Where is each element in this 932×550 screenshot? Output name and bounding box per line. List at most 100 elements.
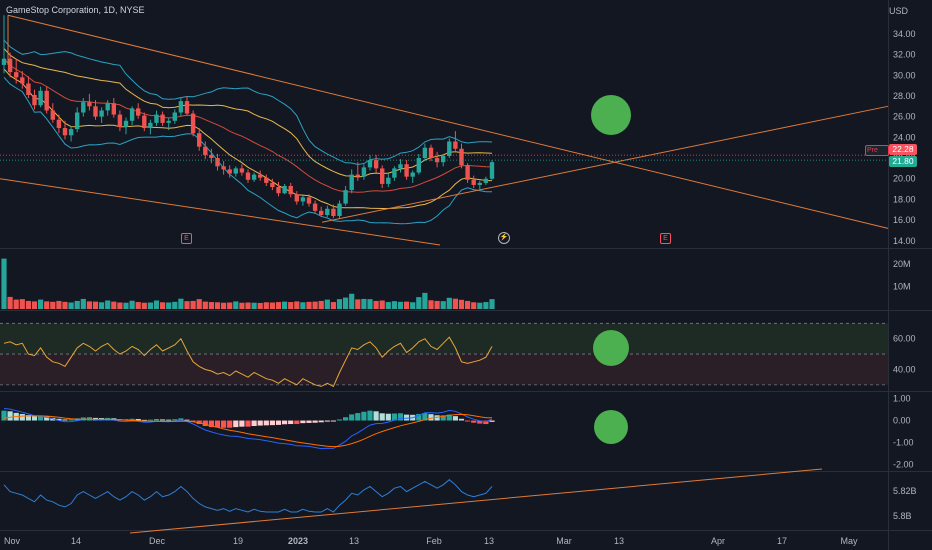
macd-tick-label: -2.00 (893, 459, 914, 469)
candle-body (56, 119, 62, 129)
volume-tick-label: 10M (893, 282, 911, 292)
macd-histogram-bar (239, 420, 245, 427)
keltner-lower (3, 68, 493, 209)
candle-body (367, 160, 373, 168)
macd-tick-label: 1.00 (893, 394, 911, 404)
candlestick-series[interactable] (1, 15, 495, 219)
volume-bar (227, 302, 233, 309)
candle-body (349, 174, 354, 191)
candle-body (459, 148, 464, 166)
volume-bar (391, 301, 397, 309)
candle-body (282, 185, 287, 194)
earnings-marker[interactable]: E (660, 233, 671, 244)
volume-bar (251, 302, 257, 309)
macd-histogram-bar (294, 420, 300, 425)
symbol-title[interactable]: GameStop Corporation, 1D, NYSE (6, 5, 145, 15)
candle-body (75, 112, 80, 130)
candle-body (38, 90, 43, 106)
volume-bar (245, 302, 251, 309)
candle-body (215, 158, 220, 167)
volume-bar (74, 300, 80, 309)
premarket-label: Pre (865, 145, 889, 156)
candle-body (453, 141, 458, 149)
candle-body (471, 179, 476, 185)
macd-histogram-bar (324, 420, 330, 422)
green-circle-marker (591, 95, 631, 135)
candle-body (197, 133, 202, 147)
price-tick-label: 20.00 (893, 174, 916, 184)
earnings-marker[interactable]: E (181, 233, 192, 244)
time-tick-label: 13 (614, 536, 624, 546)
macd-histogram-bar (245, 420, 251, 427)
macd-histogram-bar (434, 415, 440, 421)
volume-bar (257, 302, 263, 309)
volume-bar (416, 297, 422, 309)
macd-histogram-bar (257, 420, 263, 426)
rsi-line (3, 336, 493, 388)
candle-body (233, 168, 238, 174)
marker-circles[interactable] (591, 95, 631, 444)
volume-bar (190, 300, 196, 309)
macd-histogram-bar (458, 418, 465, 421)
obv-tick-label: 5.82B (893, 486, 917, 496)
macd-histogram-bar (282, 420, 288, 425)
volume-bar (7, 296, 13, 309)
volume-bar (489, 299, 495, 309)
obv-pane (3, 468, 823, 534)
macd-histogram-bar (160, 419, 166, 421)
candle-body (398, 164, 403, 169)
candle-body (117, 114, 123, 127)
volume-pane (1, 258, 495, 309)
candle-body (325, 208, 330, 215)
candle-body (239, 168, 245, 173)
volume-bar (373, 300, 379, 309)
candle-body (148, 122, 153, 129)
volume-bar (62, 301, 68, 309)
macd-histogram-bar (25, 415, 31, 421)
macd-histogram-bar (404, 414, 410, 421)
candle-body (447, 141, 452, 156)
candle-body (288, 185, 293, 195)
volume-bar (422, 292, 428, 309)
macd-histogram-bar (62, 419, 68, 421)
volume-bar (330, 302, 336, 309)
volume-bar (404, 301, 410, 309)
time-tick-label: Apr (711, 536, 725, 546)
candle-body (142, 115, 147, 129)
candle-body (123, 120, 129, 127)
candle-body (416, 158, 421, 173)
volume-bar (105, 300, 111, 309)
volume-bar (385, 302, 391, 309)
rsi-tick-label: 40.00 (893, 364, 916, 374)
candle-body (251, 174, 257, 180)
volume-bar (214, 302, 221, 309)
volume-bar (288, 302, 294, 309)
volume-bar (233, 301, 239, 309)
volume-bar (239, 302, 245, 309)
candle-body (276, 187, 281, 194)
macd-histogram-bar (233, 420, 239, 428)
trendlines[interactable] (0, 14, 889, 246)
macd-histogram-bar (227, 420, 233, 428)
rsi-upper-zone (0, 323, 888, 355)
time-tick-label: 2023 (288, 536, 308, 546)
macd-tick-label: 0.00 (893, 416, 911, 426)
candle-body (166, 120, 171, 123)
trendline-lower-channel (0, 178, 441, 246)
price-tick-label: 24.00 (893, 132, 916, 142)
candle-body (190, 113, 196, 134)
macd-histogram-bar (428, 414, 434, 421)
macd-histogram-bar (330, 420, 336, 422)
macd-histogram-bar (385, 413, 391, 421)
time-tick-label: 13 (349, 536, 359, 546)
candle-body (178, 101, 184, 113)
price-tick-label: 16.00 (893, 215, 916, 225)
volume-bar (336, 299, 343, 309)
candle-body (136, 108, 141, 116)
volume-tick-label: 20M (893, 259, 911, 269)
macd-histogram-bar (31, 416, 38, 421)
macd-histogram-bar (178, 418, 184, 421)
volume-bar (178, 298, 184, 309)
lightning-icon[interactable]: ⚡ (498, 232, 510, 244)
